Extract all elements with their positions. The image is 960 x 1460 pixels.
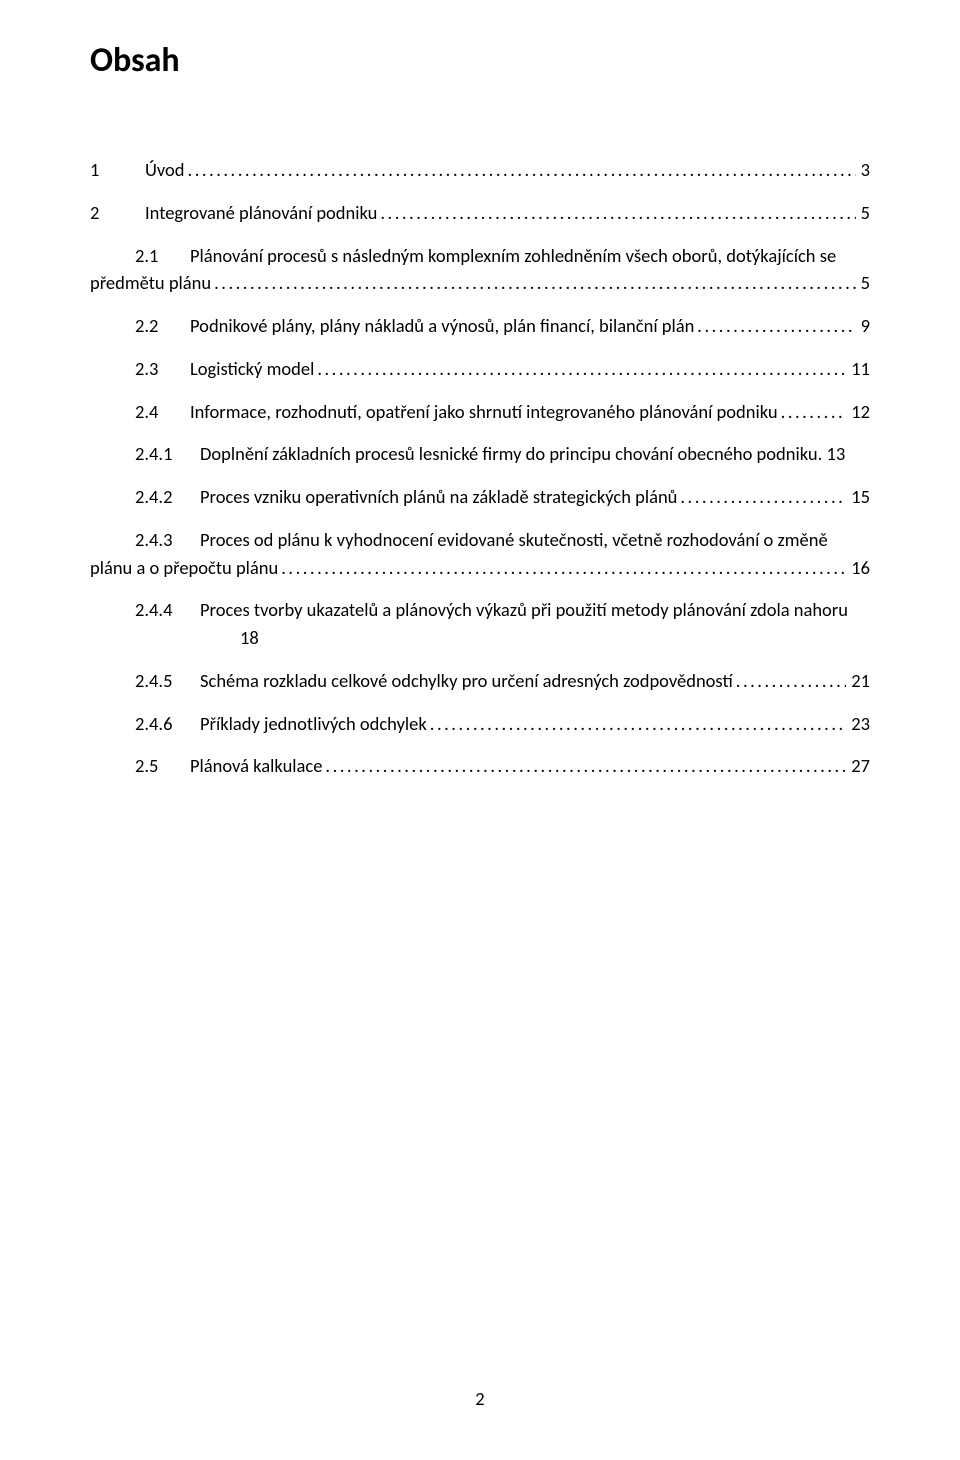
toc-entry: 2.4.2 Proces vzniku operativních plánů n… [135,483,870,511]
toc-number: 2.3 [135,355,190,383]
toc-leader [322,752,846,780]
toc-leader [427,710,846,738]
toc-number: 2.4.2 [135,483,200,511]
table-of-contents: 1 Úvod 3 2 Integrované plánování podniku… [90,156,870,780]
toc-label: Doplnění základních procesů lesnické fir… [200,440,818,468]
toc-page: 11 [846,355,870,383]
toc-label-cont: plánu a o přepočtu plánu [90,554,278,582]
toc-entry: 2.5 Plánová kalkulace 27 [135,752,870,780]
toc-page: 5 [856,269,870,297]
toc-leader [278,554,846,582]
toc-entry: 2.3 Logistický model 11 [135,355,870,383]
toc-number: 2.5 [135,752,190,780]
toc-number: 2.4.4 [135,596,200,624]
toc-number: 2 [90,199,145,227]
toc-page: 3 [856,156,870,184]
toc-page: 27 [846,752,870,780]
toc-page: 12 [846,398,870,426]
toc-leader [377,199,855,227]
toc-page: 15 [846,483,870,511]
toc-entry: 2.4.4Proces tvorby ukazatelů a plánových… [135,596,870,652]
toc-label: Schéma rozkladu celkové odchylky pro urč… [200,667,733,695]
toc-entry: 2.4.1 Doplnění základních procesů lesnic… [135,440,870,468]
toc-page: 23 [846,710,870,738]
toc-leader [677,483,846,511]
toc-page: . 13 [818,440,846,468]
toc-label: Plánová kalkulace [190,752,322,780]
toc-entry: 2.4.6 Příklady jednotlivých odchylek 23 [135,710,870,738]
toc-page: 21 [846,667,870,695]
toc-page: 16 [846,554,870,582]
toc-leader [211,269,856,297]
toc-number: 2.1 [135,242,190,270]
toc-label-cont: 18 [240,624,870,652]
toc-number: 2.4.5 [135,667,200,695]
toc-leader [694,312,855,340]
page-number: 2 [0,1387,960,1410]
toc-label: Úvod [145,156,185,184]
toc-label: Proces od plánu k vyhodnocení evidované … [200,528,828,551]
toc-label: Plánování procesů s následným komplexním… [190,244,836,267]
toc-leader [185,156,856,184]
toc-label: Integrované plánování podniku [145,199,377,227]
toc-label: Proces tvorby ukazatelů a plánových výka… [200,598,848,621]
toc-label-cont: předmětu plánu [90,269,211,297]
toc-entry: 1 Úvod 3 [90,156,870,184]
toc-leader [733,667,846,695]
page-title: Obsah [90,40,870,81]
toc-label: Informace, rozhodnutí, opatření jako shr… [190,398,778,426]
toc-label: Podnikové plány, plány nákladů a výnosů,… [190,312,694,340]
toc-page: 5 [856,199,870,227]
toc-entry: 2.1Plánování procesů s následným komplex… [135,242,870,298]
toc-number: 2.4.6 [135,710,200,738]
toc-label: Proces vzniku operativních plánů na zákl… [200,483,677,511]
toc-leader [314,355,846,383]
toc-label: Příklady jednotlivých odchylek [200,710,427,738]
toc-label: Logistický model [190,355,314,383]
toc-leader [778,398,847,426]
toc-number: 1 [90,156,145,184]
toc-number: 2.4.3 [135,526,200,554]
toc-entry: 2.4.3Proces od plánu k vyhodnocení evido… [135,526,870,582]
toc-number: 2.4.1 [135,440,200,468]
toc-number: 2.2 [135,312,190,340]
toc-entry: 2.4 Informace, rozhodnutí, opatření jako… [135,398,870,426]
toc-page: 9 [856,312,870,340]
toc-entry: 2 Integrované plánování podniku 5 [90,199,870,227]
toc-number: 2.4 [135,398,190,426]
toc-entry: 2.2 Podnikové plány, plány nákladů a výn… [135,312,870,340]
toc-entry: 2.4.5 Schéma rozkladu celkové odchylky p… [135,667,870,695]
